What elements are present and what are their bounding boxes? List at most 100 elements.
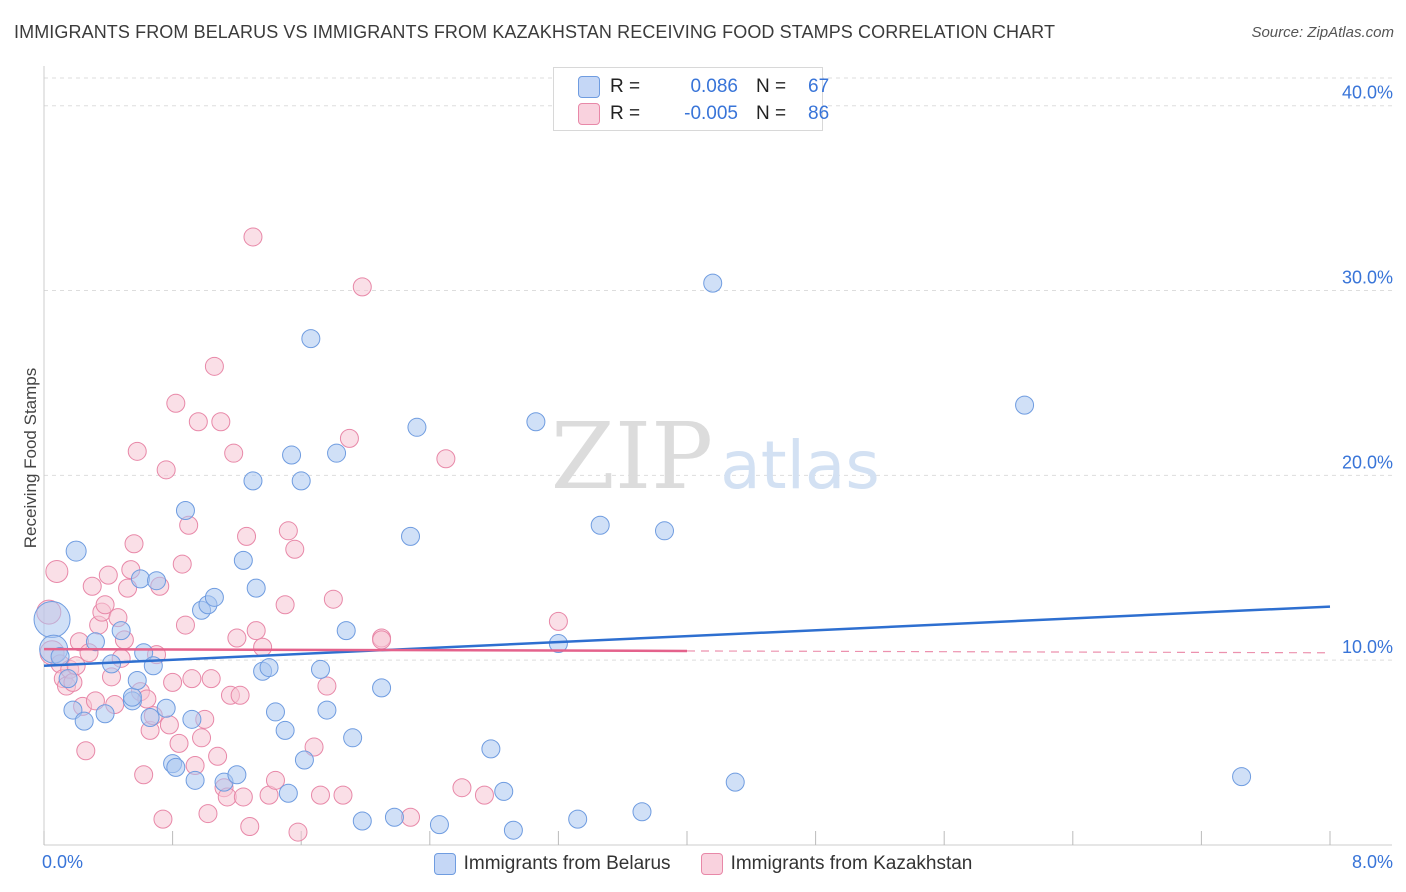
r-value: 0.086 xyxy=(690,76,738,97)
kazakhstan-point xyxy=(265,770,285,790)
belarus-point xyxy=(317,700,337,720)
kazakhstan-point xyxy=(243,227,263,247)
belarus-point xyxy=(526,412,546,432)
kazakhstan-point xyxy=(188,412,208,432)
belarus-point xyxy=(259,658,279,678)
series-legend: Immigrants from Belarus Immigrants from … xyxy=(0,852,1406,876)
x-tick-label-max: 8.0% xyxy=(1352,852,1393,872)
kazakhstan-point xyxy=(134,765,154,785)
belarus-point xyxy=(175,500,195,520)
belarus-point xyxy=(703,273,723,293)
belarus-point xyxy=(343,728,363,748)
belarus-point xyxy=(336,621,356,641)
belarus-point xyxy=(233,550,253,570)
kazakhstan-point xyxy=(240,817,260,837)
kazakhstan-point xyxy=(436,449,456,469)
belarus-point xyxy=(166,757,186,777)
kazakhstan-point xyxy=(352,277,372,297)
grid-layer xyxy=(44,77,1392,661)
n-label: N = xyxy=(756,76,787,97)
kazakhstan-point xyxy=(227,628,247,648)
kazakhstan-point xyxy=(548,611,568,631)
kazakhstan-point xyxy=(275,595,295,615)
kazakhstan-point xyxy=(159,715,179,735)
trend-lines xyxy=(43,605,1331,667)
stats-legend: R = 0.086 N = 67 R = -0.005 N = 86 xyxy=(553,67,829,131)
kazakhstan-point xyxy=(339,428,359,448)
legend-item-kazakhstan[interactable]: Immigrants from Kazakhstan xyxy=(700,853,973,875)
belarus-point xyxy=(352,811,372,831)
belarus-points xyxy=(33,273,1252,840)
kazakhstan-point xyxy=(233,787,253,807)
belarus-point xyxy=(282,445,302,465)
belarus-point xyxy=(122,687,142,707)
kazakhstan-point xyxy=(285,539,305,559)
source-label: Source: ZipAtlas.com xyxy=(1251,24,1394,41)
watermark-atlas: atlas xyxy=(720,427,880,504)
belarus-point xyxy=(275,720,295,740)
belarus-point xyxy=(130,569,150,589)
kazakhstan-point xyxy=(95,595,115,615)
belarus-point xyxy=(227,765,247,785)
kazakhstan-point xyxy=(166,393,186,413)
kazakhstan-point xyxy=(452,778,472,798)
kazakhstan-point xyxy=(169,733,189,753)
belarus-point xyxy=(632,802,652,822)
belarus-point xyxy=(494,781,514,801)
kazakhstan-point xyxy=(246,621,266,641)
legend-item-belarus[interactable]: Immigrants from Belarus xyxy=(433,853,671,875)
kazakhstan-point xyxy=(127,441,147,461)
kazakhstan-point xyxy=(45,559,69,583)
r-label: R = xyxy=(610,103,641,124)
kazakhstan-point xyxy=(323,589,343,609)
belarus-point xyxy=(590,515,610,535)
kazakhstan-point xyxy=(372,630,392,650)
belarus-point xyxy=(294,750,314,770)
n-label: N = xyxy=(756,103,787,124)
belarus-point xyxy=(85,632,105,652)
belarus-point xyxy=(111,621,131,641)
legend-label-kazakhstan: Immigrants from Kazakhstan xyxy=(730,853,973,874)
belarus-point xyxy=(74,711,94,731)
legend-swatch-kazakhstan xyxy=(700,853,723,875)
kazakhstan-swatch xyxy=(578,103,600,125)
belarus-point xyxy=(429,815,449,835)
belarus-point xyxy=(481,739,501,759)
x-tick-label-min: 0.0% xyxy=(42,852,83,872)
belarus-point xyxy=(243,471,263,491)
kazakhstan-point xyxy=(124,534,144,554)
r-value: -0.005 xyxy=(684,103,738,124)
watermark-zip: ZIP xyxy=(551,403,713,510)
kazakhstan-point xyxy=(85,691,105,711)
kazakhstan-point xyxy=(310,785,330,805)
belarus-point xyxy=(301,329,321,349)
belarus-point xyxy=(568,809,588,829)
kazakhstan-point xyxy=(288,822,308,842)
tick-labels: 10.0% 20.0% 30.0% 40.0% 0.0% 8.0% xyxy=(42,83,1393,872)
kazakhstan-point xyxy=(401,807,421,827)
kazakhstan-point xyxy=(175,615,195,635)
belarus-point xyxy=(95,704,115,724)
belarus-point xyxy=(278,783,298,803)
belarus-point xyxy=(327,443,347,463)
y-tick-label: 30.0% xyxy=(1342,268,1393,288)
belarus-point xyxy=(65,540,87,562)
watermark: ZIP atlas xyxy=(551,403,880,510)
axes xyxy=(43,66,1392,846)
stats-row-belarus: R = 0.086 N = 67 xyxy=(578,73,829,101)
kazakhstan-point xyxy=(201,669,221,689)
belarus-point xyxy=(185,770,205,790)
y-tick-label: 40.0% xyxy=(1342,83,1393,103)
kazakhstan-point xyxy=(163,672,183,692)
belarus-point xyxy=(140,707,160,727)
kazakhstan-point xyxy=(230,685,250,705)
belarus-point xyxy=(1015,395,1035,415)
y-axis-label: Receiving Food Stamps xyxy=(21,368,40,548)
belarus-point xyxy=(246,578,266,598)
n-value: 67 xyxy=(808,76,830,97)
belarus-point xyxy=(384,807,404,827)
chart-title: IMMIGRANTS FROM BELARUS VS IMMIGRANTS FR… xyxy=(14,22,1056,42)
kazakhstan-point xyxy=(153,809,173,829)
kazakhstan-point xyxy=(474,785,494,805)
